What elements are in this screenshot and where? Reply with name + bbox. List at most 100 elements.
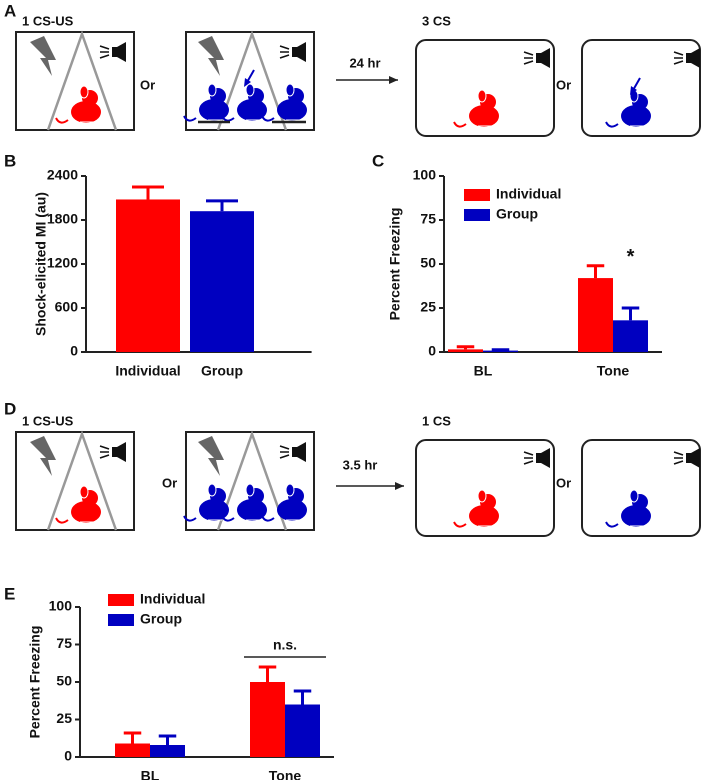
sound-wave bbox=[99, 54, 110, 59]
sound-wave bbox=[279, 45, 290, 50]
sound-wave bbox=[523, 460, 534, 465]
mouse bbox=[221, 115, 235, 122]
speaker bbox=[691, 448, 700, 468]
shock-icon bbox=[198, 36, 224, 76]
y-tick-label: 100 bbox=[49, 598, 73, 614]
mouse bbox=[199, 99, 229, 121]
legend-swatch bbox=[108, 594, 134, 606]
mouse bbox=[277, 99, 307, 121]
speaker bbox=[536, 453, 541, 463]
mouse bbox=[285, 483, 295, 497]
mouse bbox=[629, 489, 639, 503]
mouse bbox=[285, 83, 295, 97]
test-label: 1 CS bbox=[422, 413, 451, 428]
arena bbox=[415, 439, 555, 537]
x-tick-label: BL bbox=[474, 363, 493, 379]
shock-icon bbox=[198, 436, 224, 476]
bar bbox=[613, 320, 648, 352]
arrow-head bbox=[389, 76, 398, 84]
bar bbox=[250, 682, 285, 757]
mouse bbox=[605, 521, 619, 528]
light-cone bbox=[46, 430, 118, 531]
arrow-head bbox=[395, 482, 404, 490]
mouse bbox=[261, 115, 275, 122]
training-label: 1 CS-US bbox=[22, 13, 74, 28]
sound-wave bbox=[279, 445, 290, 450]
mouse bbox=[237, 99, 267, 121]
x-tick-label: Individual bbox=[115, 363, 180, 379]
chamber bbox=[15, 31, 135, 131]
sound-wave bbox=[523, 51, 534, 56]
arena bbox=[581, 39, 701, 137]
mouse bbox=[621, 105, 651, 127]
speaker bbox=[292, 447, 297, 457]
pointer bbox=[630, 86, 637, 95]
arena bbox=[581, 439, 701, 537]
test-label: 3 CS bbox=[422, 13, 451, 28]
mouse bbox=[453, 121, 467, 128]
or-label: Or bbox=[556, 475, 571, 490]
speaker bbox=[112, 47, 117, 57]
training-label: 1 CS-US bbox=[22, 413, 74, 428]
mouse bbox=[477, 489, 487, 503]
x-tick-label: Group bbox=[201, 363, 243, 379]
panel-label: B bbox=[4, 151, 16, 170]
mouse bbox=[245, 83, 255, 97]
or-label: Or bbox=[162, 475, 177, 490]
x-tick-label: Tone bbox=[597, 363, 630, 379]
speaker bbox=[686, 53, 691, 63]
y-axis-label: Percent Freezing bbox=[387, 208, 403, 321]
y-tick-label: 0 bbox=[70, 343, 78, 359]
y-tick-label: 1200 bbox=[47, 255, 78, 271]
panel-label: C bbox=[372, 151, 384, 170]
mouse bbox=[237, 499, 267, 521]
speaker bbox=[117, 442, 126, 462]
legend-label: Individual bbox=[496, 186, 561, 202]
legend-label: Group bbox=[140, 611, 182, 627]
arena bbox=[415, 39, 555, 137]
speaker bbox=[536, 53, 541, 63]
mouse bbox=[79, 85, 89, 99]
speaker bbox=[541, 448, 550, 468]
speaker bbox=[297, 42, 306, 62]
sound-wave bbox=[673, 60, 684, 65]
pointer bbox=[244, 78, 251, 87]
speaker bbox=[292, 47, 297, 57]
chamber bbox=[185, 431, 315, 531]
y-tick-label: 0 bbox=[64, 748, 72, 764]
sound-wave bbox=[673, 460, 684, 465]
bar bbox=[115, 743, 150, 757]
mouse bbox=[469, 505, 499, 527]
significance-label: n.s. bbox=[273, 637, 297, 653]
y-tick-label: 75 bbox=[56, 635, 72, 651]
speaker bbox=[541, 48, 550, 68]
shock-icon bbox=[30, 436, 56, 476]
mouse bbox=[79, 485, 89, 499]
y-tick-label: 75 bbox=[420, 211, 436, 227]
bar bbox=[285, 704, 320, 757]
interval-label: 3.5 hr bbox=[343, 457, 378, 472]
mouse bbox=[199, 499, 229, 521]
panel-label: A bbox=[4, 1, 16, 20]
y-axis-label: Shock-elicited MI (au) bbox=[33, 192, 49, 336]
bar bbox=[150, 745, 185, 757]
y-tick-label: 2400 bbox=[47, 167, 78, 183]
chamber bbox=[15, 431, 135, 531]
mouse bbox=[261, 515, 275, 522]
mouse bbox=[605, 121, 619, 128]
mouse bbox=[71, 101, 101, 123]
sound-wave bbox=[99, 454, 110, 459]
bar bbox=[190, 211, 254, 352]
y-axis-label: Percent Freezing bbox=[27, 626, 43, 739]
speaker bbox=[686, 453, 691, 463]
light-cone bbox=[216, 30, 288, 131]
y-tick-label: 50 bbox=[420, 255, 436, 271]
mouse bbox=[183, 515, 197, 522]
mouse bbox=[207, 83, 217, 97]
mouse bbox=[277, 499, 307, 521]
light-cone bbox=[46, 30, 118, 131]
y-tick-label: 1800 bbox=[47, 211, 78, 227]
y-tick-label: 50 bbox=[56, 673, 72, 689]
mouse bbox=[55, 517, 69, 524]
